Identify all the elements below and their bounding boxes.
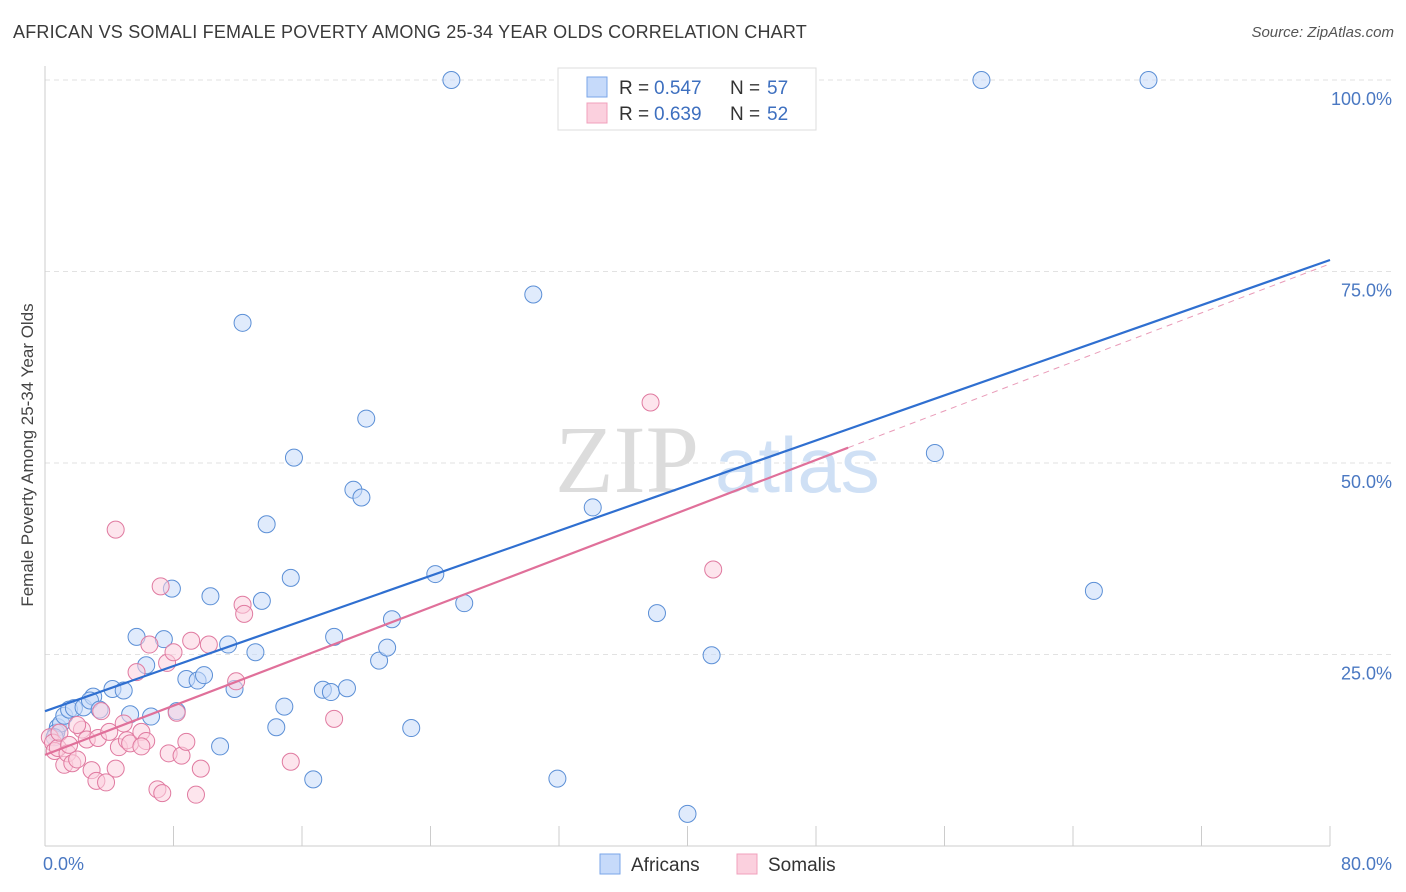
data-point [246, 643, 265, 662]
data-point [114, 681, 133, 700]
data-point [106, 759, 125, 778]
data-point [267, 718, 286, 737]
data-point [357, 409, 376, 428]
data-point [370, 651, 389, 670]
data-point [1084, 581, 1103, 600]
y-axis-label: Female Poverty Among 25-34 Year Olds [18, 303, 37, 606]
data-point [583, 498, 602, 517]
x-tick-label-min: 0.0% [43, 854, 84, 874]
y-tick-label: 25.0% [1341, 664, 1392, 684]
y-tick-labels: 25.0% 50.0% 75.0% 100.0% [1331, 89, 1392, 684]
trendline-somalis-extension [847, 263, 1331, 449]
data-point [106, 520, 125, 539]
data-point [325, 709, 344, 728]
data-point [211, 737, 230, 756]
data-point [92, 702, 111, 721]
axes [44, 66, 1331, 847]
chart-title: AFRICAN VS SOMALI FEMALE POVERTY AMONG 2… [13, 22, 807, 42]
data-point [275, 697, 294, 716]
data-point [321, 683, 340, 702]
data-point [702, 646, 721, 665]
trendline-africans [44, 258, 1331, 713]
data-point [127, 663, 146, 682]
data-point [704, 560, 723, 579]
legend-n-value-somalis: 52 [767, 104, 788, 125]
data-point [151, 577, 170, 596]
legend-swatch-somalis [586, 102, 608, 124]
bottom-legend-swatch-somalis [736, 853, 758, 875]
data-point [257, 515, 276, 534]
data-point [195, 666, 214, 685]
trendlines [44, 258, 1331, 756]
data-point [548, 769, 567, 788]
data-point [337, 679, 356, 698]
legend-r-value-africans: 0.547 [654, 78, 702, 99]
legend-swatch-africans [586, 76, 608, 98]
watermark-zip: ZIP [555, 406, 699, 513]
watermark-atlas: atlas [715, 421, 880, 509]
data-point [153, 784, 172, 803]
data-point [352, 488, 371, 507]
bottom-legend: Africans Somalis [599, 853, 836, 876]
data-point [402, 719, 421, 738]
legend-n-label: N = [730, 78, 760, 99]
data-point [252, 591, 271, 610]
data-point [304, 770, 323, 789]
legend-r-label: R = [619, 78, 649, 99]
data-point [68, 750, 87, 769]
bottom-legend-africans: Africans [631, 855, 700, 876]
data-point [284, 448, 303, 467]
y-tick-label: 50.0% [1341, 472, 1392, 492]
data-point [186, 785, 205, 804]
data-point [378, 638, 397, 657]
data-point [925, 444, 944, 463]
data-point [191, 759, 210, 778]
data-point [281, 568, 300, 587]
y-tick-label: 75.0% [1341, 281, 1392, 301]
data-point [281, 752, 300, 771]
y-tick-label: 100.0% [1331, 89, 1392, 109]
legend-n-value-africans: 57 [767, 78, 788, 99]
data-point [678, 804, 697, 823]
data-point [1139, 71, 1158, 89]
data-point [235, 604, 254, 623]
legend-r-label: R = [619, 104, 649, 125]
data-point [524, 285, 543, 304]
data-point [164, 643, 183, 662]
data-point [50, 723, 69, 742]
top-legend: R = 0.547 N = 57 R = 0.639 N = 52 [557, 67, 817, 131]
legend-n-label: N = [730, 104, 760, 125]
data-point [68, 715, 87, 734]
data-point [97, 773, 116, 792]
data-point [233, 313, 252, 332]
trendline-somalis [44, 446, 849, 756]
data-point [442, 71, 461, 89]
data-point [201, 587, 220, 606]
x-tick-label-max: 80.0% [1341, 854, 1392, 874]
data-point [132, 737, 151, 756]
series-somalis [40, 393, 723, 804]
legend-r-value-somalis: 0.639 [654, 104, 702, 125]
bottom-legend-swatch-africans [599, 853, 621, 875]
data-point [177, 732, 196, 751]
data-point [140, 635, 159, 654]
data-point [641, 393, 660, 412]
data-point [647, 604, 666, 623]
data-point [182, 631, 201, 650]
data-point [972, 71, 991, 89]
source-label: Source: ZipAtlas.com [1251, 24, 1394, 41]
bottom-legend-somalis: Somalis [768, 855, 836, 876]
